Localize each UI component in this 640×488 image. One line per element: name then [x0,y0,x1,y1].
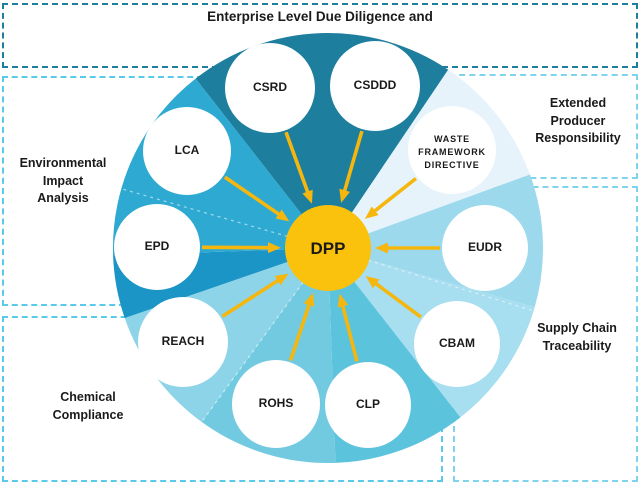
arrow-line-waste-framework-directive [372,177,418,214]
node-circle-clp [325,362,411,448]
arrow-head-lca [275,209,290,222]
node-circle-reach [138,297,228,387]
node-label-rohs: ROHS [258,396,294,410]
arrow-line-reach [221,278,281,318]
arrow-line-csddd [342,130,364,193]
arrow-line-rohs [288,302,312,361]
arrow-head-rohs [303,292,315,307]
arrow-head-clp [337,293,349,308]
arrow-head-eudr [375,242,388,254]
category-label-environmental-impact-analysis: Environmental Impact Analysis [19,156,107,205]
node-label-eudr: EUDR [467,240,502,254]
node-circle-epd [114,204,200,290]
node-label-epd: EPD [144,239,170,253]
node-circle-lca [143,107,231,195]
dpp-circle [285,205,371,291]
node-label-csrd: CSRD [252,80,287,94]
arrow-head-epd [268,242,281,254]
node-label-dpp: DPP [310,239,346,258]
node-circle-eudr [442,205,528,291]
node-circle-csddd [330,41,420,131]
node-circle-csrd [225,43,315,133]
category-label-extended-producer-responsibility: Extended Producer Responsibility [535,96,621,145]
node-circle-cbam [414,301,500,387]
node-label-lca: LCA [174,143,200,157]
arrow-line-clp [340,303,359,362]
arrow-head-csddd [339,188,350,203]
node-label-waste-framework-directive: WASTE FRAMEWORK DIRECTIVE [418,134,486,170]
node-label-reach: REACH [161,334,205,348]
category-label-enterprise-due-diligence: Enterprise Level Due Diligence and [207,9,433,24]
category-label-supply-chain-traceability: Supply Chain Traceability [537,321,617,353]
arrow-head-cbam [365,276,380,289]
node-circle-waste-framework-directive [408,106,496,194]
arrow-line-cbam [373,281,422,319]
node-label-clp: CLP [356,397,380,411]
arrow-line-lca [223,175,282,217]
category-label-chemical-compliance: Chemical Compliance [52,390,124,422]
arrow-line-csrd [284,131,310,195]
arrow-head-waste-framework-directive [364,206,379,219]
arrow-head-csrd [302,189,313,204]
arrow-head-reach [274,273,289,286]
node-label-csddd: CSDDD [353,78,397,92]
node-circle-rohs [232,360,320,448]
node-label-cbam: CBAM [439,336,475,350]
